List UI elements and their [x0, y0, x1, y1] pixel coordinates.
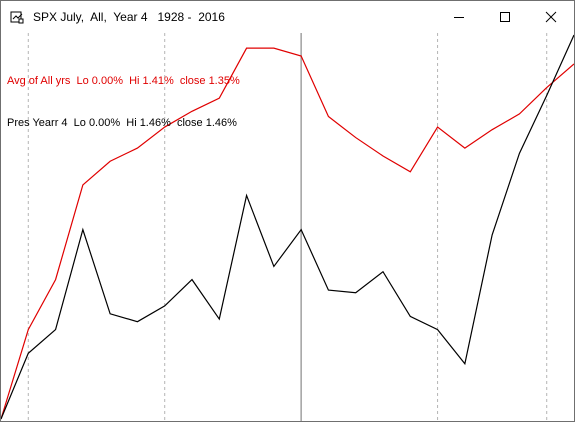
line-chart	[1, 33, 574, 421]
caption-buttons	[436, 1, 574, 33]
chart-window-icon[interactable]	[9, 9, 25, 25]
title-bar[interactable]: SPX July, All, Year 4 1928 - 2016	[1, 1, 574, 33]
series-avg-all-years	[1, 47, 574, 420]
minimize-icon	[454, 17, 464, 18]
legend-avg-all-years: Avg of All yrs Lo 0.00% Hi 1.41% close 1…	[7, 75, 240, 87]
maximize-button[interactable]	[482, 1, 528, 33]
minimize-button[interactable]	[436, 1, 482, 33]
legend-pres-year-4: Pres Yearr 4 Lo 0.00% Hi 1.46% close 1.4…	[7, 117, 237, 129]
maximize-icon	[500, 12, 510, 22]
legend: Avg of All yrs Lo 0.00% Hi 1.41% close 1…	[7, 46, 240, 158]
close-button[interactable]	[528, 1, 574, 33]
chart-area[interactable]: Avg of All yrs Lo 0.00% Hi 1.41% close 1…	[1, 33, 574, 421]
series-pres-year-4	[1, 34, 574, 420]
window-title: SPX July, All, Year 4 1928 - 2016	[33, 10, 225, 24]
close-icon	[545, 11, 557, 23]
